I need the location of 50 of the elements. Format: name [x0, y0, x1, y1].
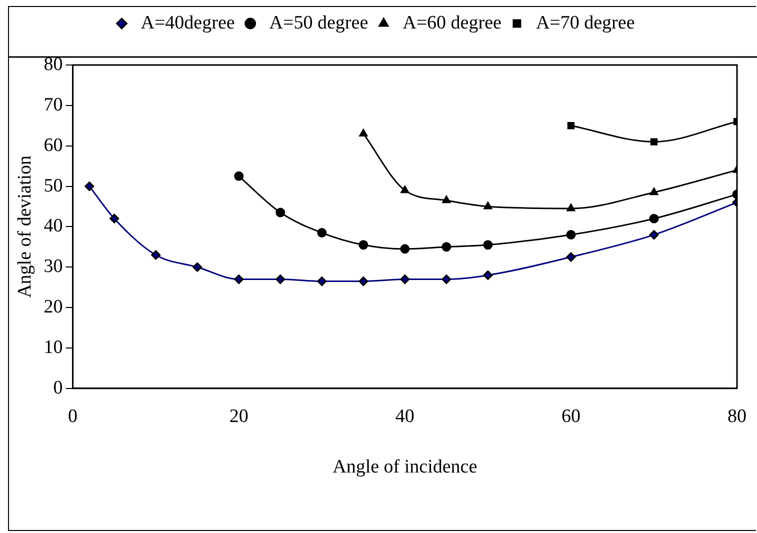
x-tick-label: 60: [561, 406, 580, 427]
point: [442, 274, 452, 284]
legend-label: A=50 degree: [269, 12, 368, 34]
legend-label: A=40degree: [140, 12, 235, 34]
x-tick-label: 0: [68, 406, 78, 427]
point: [650, 188, 658, 196]
point: [483, 270, 493, 280]
point: [317, 276, 327, 286]
point: [110, 214, 120, 224]
point: [566, 252, 576, 262]
x-axis-title: Angle of incidence: [332, 456, 478, 478]
point: [400, 186, 410, 194]
y-axis-title: Angle of deviation: [14, 154, 36, 298]
point: [317, 228, 327, 238]
y-tick-label: 70: [44, 94, 63, 116]
point: [192, 262, 202, 272]
y-tick-label: 0: [53, 377, 63, 398]
point: [359, 128, 368, 136]
legend-label: A=70 degree: [536, 12, 635, 34]
point: [566, 230, 576, 240]
point: [358, 240, 368, 250]
point: [567, 122, 575, 130]
y-tick-label: 40: [44, 216, 63, 237]
point: [649, 214, 659, 224]
x-tick-label: 80: [728, 406, 746, 427]
point: [650, 138, 658, 146]
y-tick-label: 20: [44, 296, 63, 318]
point: [649, 230, 659, 240]
point: [442, 242, 452, 252]
point: [400, 244, 410, 254]
x-tick-label: 20: [229, 406, 248, 427]
x-tick-label: 40: [395, 406, 414, 427]
point: [484, 202, 492, 210]
y-tick-label: 60: [44, 134, 63, 156]
legend-label: A=60 degree: [402, 12, 502, 34]
point: [276, 274, 286, 284]
point: [483, 240, 493, 250]
point: [400, 274, 410, 284]
y-tick-label: 10: [44, 336, 63, 358]
point: [234, 171, 244, 181]
y-tick-label: 80: [44, 54, 63, 75]
y-tick-label: 50: [44, 175, 63, 196]
point: [234, 274, 244, 284]
point: [151, 250, 161, 260]
point: [442, 196, 451, 204]
y-tick-label: 30: [44, 256, 63, 278]
point: [358, 276, 368, 286]
point: [84, 182, 94, 192]
point: [276, 208, 286, 218]
point: [566, 204, 576, 212]
